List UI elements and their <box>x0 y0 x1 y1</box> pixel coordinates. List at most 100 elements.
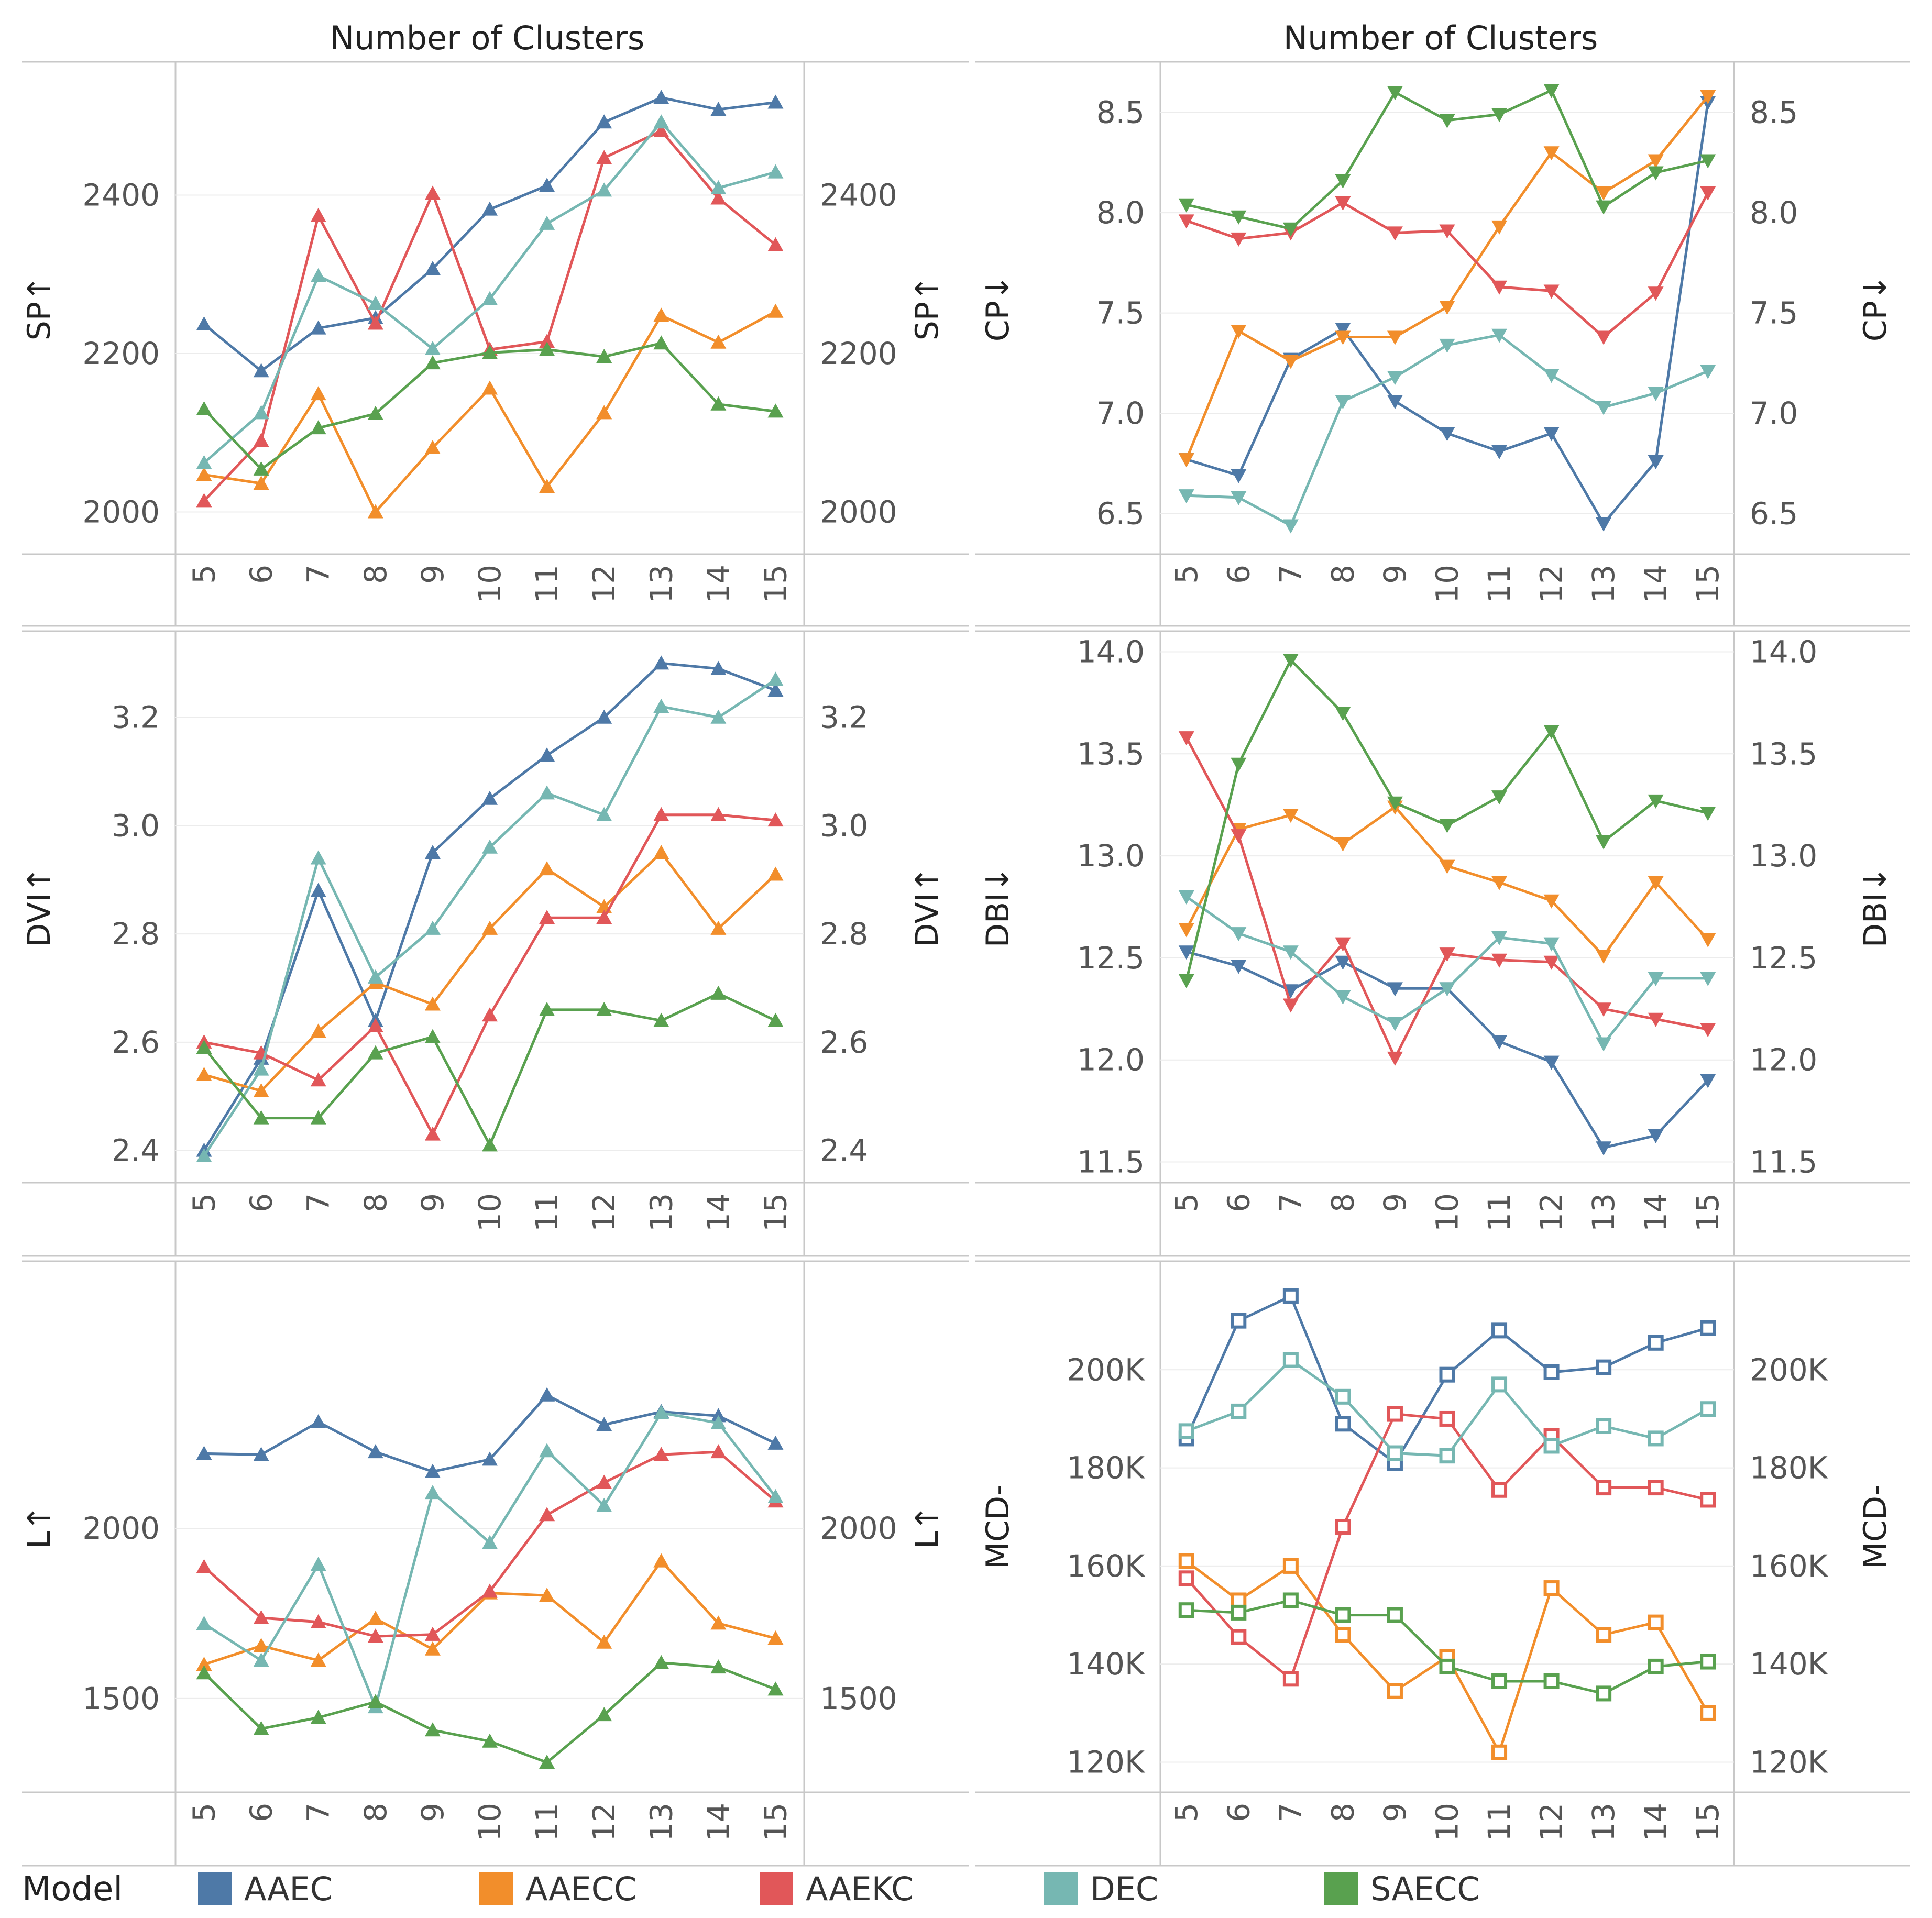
data-point-aaekc <box>253 1610 269 1625</box>
data-point-dec <box>1178 890 1194 905</box>
series-dec <box>1178 890 1716 1052</box>
y-tick-label-left: 7.0 <box>1096 395 1145 431</box>
y-tick-label-right: 2.4 <box>820 1133 868 1169</box>
x-tick-label: 5 <box>186 1193 222 1212</box>
data-point-aaekc <box>1596 1480 1612 1496</box>
y-axis-title-right: DVI↑ <box>909 866 946 947</box>
data-point-saecc <box>1648 166 1664 181</box>
series-dec <box>1178 1352 1716 1464</box>
data-point-dec <box>1648 387 1664 401</box>
x-tick-label: 7 <box>301 565 336 584</box>
series-aaecc <box>1178 1553 1716 1760</box>
data-point-aaecc <box>1387 330 1403 345</box>
data-point-aaecc <box>1648 1614 1664 1630</box>
data-point-saecc <box>539 341 555 356</box>
data-point-saecc <box>482 345 498 359</box>
data-point-aaecc <box>1439 301 1455 315</box>
data-point-saecc <box>253 1721 269 1735</box>
y-axis-title-right: L↑ <box>909 1505 946 1549</box>
x-tick-label: 12 <box>586 565 622 603</box>
data-point-aaecc <box>1491 1744 1508 1760</box>
data-point-dec <box>1439 338 1455 353</box>
data-point-dec <box>1700 1401 1716 1417</box>
legend: Model AAEC AAECC AAEKC DEC SAECC <box>22 1870 1480 1909</box>
data-point-aaekc <box>710 190 727 205</box>
data-point-saecc <box>1596 1685 1612 1702</box>
x-tick-label: 14 <box>1638 1193 1674 1232</box>
y-tick-label-right: 200K <box>1750 1352 1829 1387</box>
data-point-saecc <box>1335 174 1351 189</box>
data-point-aaekc <box>1231 829 1247 844</box>
data-point-aaec <box>424 261 441 275</box>
x-tick-label: 10 <box>472 565 508 603</box>
x-tick-label: 15 <box>1690 1193 1726 1232</box>
data-point-saecc <box>310 1110 326 1125</box>
x-tick-label: 12 <box>586 1803 622 1842</box>
data-point-saecc <box>1543 725 1560 740</box>
data-point-aaekc <box>1491 1482 1508 1498</box>
x-tick-label: 7 <box>1273 1193 1309 1212</box>
data-point-saecc <box>1335 1607 1351 1623</box>
data-point-dec <box>596 807 612 821</box>
series-aaecc <box>196 303 784 519</box>
data-point-aaecc <box>1231 325 1247 339</box>
y-tick-label-left: 2400 <box>82 177 160 213</box>
data-point-aaecc <box>1335 1627 1351 1643</box>
data-point-aaecc <box>539 479 555 493</box>
y-tick-label-left: 14.0 <box>1077 634 1145 669</box>
x-tick-label: 13 <box>643 565 679 603</box>
data-point-aaec <box>310 1414 326 1429</box>
x-tick-label: 12 <box>1534 1803 1569 1842</box>
data-point-aaecc <box>1335 837 1351 852</box>
data-point-dec <box>767 1489 784 1503</box>
data-point-aaecc <box>653 845 669 859</box>
data-point-aaekc <box>1335 196 1351 211</box>
x-tick-label: 6 <box>244 565 279 584</box>
panel-sp: 2000 2000 2200 2200 2400 2400 SP↑ SP↑ 5 6 7 8 9 10 11 1… <box>21 61 969 627</box>
data-point-saecc <box>196 1040 212 1054</box>
data-point-aaec <box>424 845 441 859</box>
y-axis-title-left: MCD- <box>980 1484 1016 1569</box>
data-point-aaekc <box>1700 186 1716 201</box>
data-point-saecc <box>653 1012 669 1027</box>
series-aaec <box>1178 96 1716 532</box>
data-point-aaekc <box>482 1007 498 1022</box>
legend-swatch-aaecc <box>479 1872 513 1905</box>
y-tick-label-right: 14.0 <box>1750 634 1817 669</box>
x-tick-label: 13 <box>643 1193 679 1232</box>
data-point-saecc <box>1700 1654 1716 1670</box>
x-tick-label: 7 <box>1273 565 1309 584</box>
y-tick-label-right: 8.5 <box>1750 95 1798 130</box>
data-point-saecc <box>196 401 212 415</box>
data-point-saecc <box>710 985 727 1000</box>
data-point-aaecc <box>367 1611 383 1625</box>
y-tick-label-left: 11.5 <box>1077 1144 1145 1180</box>
data-point-dec <box>1543 1438 1560 1454</box>
data-point-aaecc <box>253 476 269 490</box>
x-tick-label: 13 <box>1586 1193 1621 1232</box>
data-point-aaecc <box>424 1641 441 1656</box>
data-point-aaecc <box>1282 355 1299 369</box>
x-tick-label: 8 <box>358 565 393 584</box>
data-point-dec <box>196 455 212 469</box>
data-point-saecc <box>1231 1604 1247 1621</box>
x-tick-label: 8 <box>1325 565 1360 584</box>
data-point-aaekc <box>539 1507 555 1522</box>
data-point-aaec <box>1231 469 1247 483</box>
x-tick-label: 10 <box>1430 1193 1465 1232</box>
data-point-aaec <box>310 320 326 335</box>
data-point-aaecc <box>253 1638 269 1652</box>
x-tick-label: 5 <box>1169 1193 1204 1212</box>
data-point-aaecc <box>1648 876 1664 890</box>
data-point-saecc <box>424 355 441 370</box>
panel-cp: 6.5 6.5 7.0 7.0 7.5 7.5 8.0 8.0 8.5 8.5 CP↓ CP↓ 5 6 7 8… <box>975 61 1910 627</box>
y-tick-label-right: 2400 <box>820 177 897 213</box>
data-point-dec <box>1335 990 1351 1005</box>
data-point-dec <box>1387 1445 1403 1461</box>
data-point-aaec <box>1700 1320 1716 1336</box>
x-tick-label: 8 <box>1325 1803 1360 1822</box>
data-point-dec <box>310 850 326 865</box>
data-point-dec <box>367 295 383 310</box>
data-point-aaec <box>539 747 555 762</box>
data-point-aaecc <box>1282 809 1299 823</box>
